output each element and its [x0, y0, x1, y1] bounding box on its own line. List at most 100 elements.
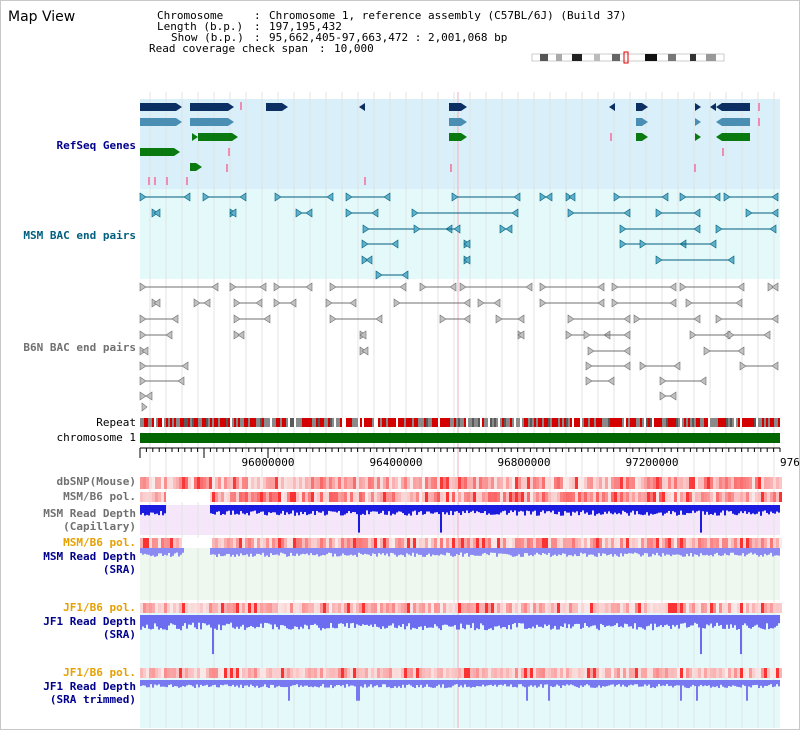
- jf1-sra-depth-bar: [562, 615, 564, 627]
- repeat-segment: [748, 418, 750, 427]
- bac-end: [393, 298, 401, 308]
- msm-b6-pol2-cell: [545, 538, 548, 548]
- jf1-b6-pol-cell: [596, 603, 599, 613]
- jf1-sra-depth-bar: [686, 615, 688, 628]
- repeat-segment: [392, 418, 394, 427]
- gene-arrow: [710, 103, 716, 111]
- jf1-b6-pol2-cell: [410, 668, 413, 678]
- label-dbsnp[interactable]: dbSNP(Mouse): [56, 475, 136, 488]
- jf1-sra-depth-bar: [180, 615, 182, 631]
- dbsnp-heat-cell: [371, 477, 374, 489]
- jf1-sra-depth-bar: [286, 615, 288, 629]
- bac-end: [623, 330, 631, 340]
- msm-capillary-depth-bar: [424, 505, 426, 514]
- jf1-b6-pol-cell: [758, 603, 761, 613]
- bac-end: [181, 361, 189, 371]
- msm-capillary-depth-bar: [740, 505, 742, 512]
- msm-sra-depth-bar: [750, 548, 752, 553]
- msm-b6-pol2-cell: [374, 538, 377, 548]
- msm-sra-depth-bar: [488, 548, 490, 556]
- label-jf1-depth-sra[interactable]: JF1 Read Depth (SRA): [0, 615, 136, 641]
- msm-capillary-depth-bar: [230, 505, 232, 515]
- jf1-b6-pol-cell: [269, 603, 272, 613]
- label-msm-b6-pol-2[interactable]: MSM/B6 pol.: [63, 536, 136, 549]
- jf1-b6-pol-cell: [422, 603, 425, 613]
- repeat-segment: [764, 418, 766, 427]
- repeat-segment: [268, 418, 270, 427]
- msm-b6-pol2-cell: [167, 538, 170, 548]
- jf1-sra-depth-bar: [774, 615, 776, 628]
- label-refseq-genes[interactable]: RefSeq Genes: [56, 139, 136, 152]
- label-jf1-b6-pol-2[interactable]: JF1/B6 pol.: [63, 666, 136, 679]
- jf1-b6-pol2-cell: [695, 668, 698, 678]
- repeat-segment: [236, 418, 238, 427]
- msm-sra-depth-bar: [740, 548, 742, 556]
- msm-sra-depth-bar: [250, 548, 252, 554]
- msm-capillary-depth-bar: [656, 505, 658, 514]
- msm-b6-pol2-cell: [734, 538, 737, 548]
- jf1-b6-pol2-cell: [608, 668, 611, 678]
- msm-sra-depth-bar: [364, 548, 366, 554]
- gene-arrow: [228, 118, 234, 126]
- repeat-segment: [296, 418, 298, 427]
- jf1-trimmed-depth-bar: [524, 680, 526, 688]
- msm-b6-pol2-cell: [560, 538, 563, 548]
- jf1-sra-depth-bar: [506, 615, 508, 630]
- bac-end: [545, 192, 553, 202]
- msm-sra-depth-bar: [398, 548, 400, 556]
- gene-arrow: [282, 103, 288, 111]
- label-b6n-bac-end-pairs[interactable]: B6N BAC end pairs: [23, 341, 136, 354]
- jf1-sra-depth-bar: [216, 615, 218, 630]
- jf1-sra-depth-bar: [558, 615, 560, 630]
- refseq-marker: [228, 148, 230, 156]
- bac-end: [439, 314, 447, 324]
- label-msm-depth-capillary[interactable]: MSM Read Depth (Capillary): [0, 507, 136, 533]
- repeat-segment: [636, 418, 638, 427]
- msm-b6-pol2-cell: [575, 538, 578, 548]
- msm-capillary-depth-bar: [248, 505, 250, 516]
- repeat-segment: [766, 418, 768, 427]
- jf1-b6-pol-cell: [239, 603, 242, 613]
- bac-end: [141, 402, 148, 412]
- dbsnp-heat-cell: [479, 477, 482, 489]
- jf1-trimmed-depth-bar: [518, 680, 520, 685]
- msm-capillary-depth-bar: [510, 505, 512, 511]
- jf1-trimmed-depth-bar: [352, 680, 354, 686]
- msm-b6-pol2-cell: [500, 538, 503, 548]
- bac-end: [611, 282, 619, 292]
- label-jf1-b6-pol-1[interactable]: JF1/B6 pol.: [63, 601, 136, 614]
- dbsnp-heat-cell: [314, 477, 317, 489]
- jf1-b6-pol-cell: [332, 603, 335, 613]
- repeat-segment: [440, 418, 442, 427]
- msm-b6-pol-cell: [293, 492, 296, 502]
- repeat-segment: [658, 418, 660, 427]
- jf1-trimmed-depth-bar: [478, 680, 480, 687]
- msm-sra-depth-bar: [404, 548, 406, 557]
- msm-capillary-depth-bar: [326, 505, 328, 515]
- repeat-segment: [494, 418, 496, 427]
- jf1-b6-pol-cell: [740, 603, 743, 613]
- jf1-trimmed-depth-bar: [770, 680, 772, 685]
- bac-end: [362, 224, 370, 234]
- repeat-segment: [480, 418, 482, 427]
- label-jf1-depth-trimmed[interactable]: JF1 Read Depth (SRA trimmed): [0, 680, 136, 706]
- repeat-segment: [492, 418, 494, 427]
- label-msm-b6-pol-1[interactable]: MSM/B6 pol.: [63, 490, 136, 503]
- label-msm-depth-sra[interactable]: MSM Read Depth (SRA): [0, 550, 136, 576]
- jf1-sra-depth-bar: [196, 615, 198, 630]
- bac-end: [623, 208, 631, 218]
- msm-b6-pol-cell: [503, 492, 506, 502]
- bac-end: [203, 298, 211, 308]
- msm-b6-pol2-cell: [557, 538, 560, 548]
- msm-b6-pol2-cell: [662, 538, 665, 548]
- msm-capillary-depth-bar: [476, 505, 478, 512]
- msm-b6-pol-cell: [740, 492, 743, 502]
- jf1-b6-pol2-cell: [167, 668, 170, 678]
- msm-sra-depth-bar: [420, 548, 422, 555]
- jf1-trimmed-depth-bar: [152, 680, 154, 688]
- msm-capillary-depth-bar: [464, 505, 466, 513]
- label-msm-bac-end-pairs[interactable]: MSM BAC end pairs: [23, 229, 136, 242]
- msm-sra-depth-bar: [570, 548, 572, 556]
- jf1-trimmed-depth-bar: [704, 680, 706, 686]
